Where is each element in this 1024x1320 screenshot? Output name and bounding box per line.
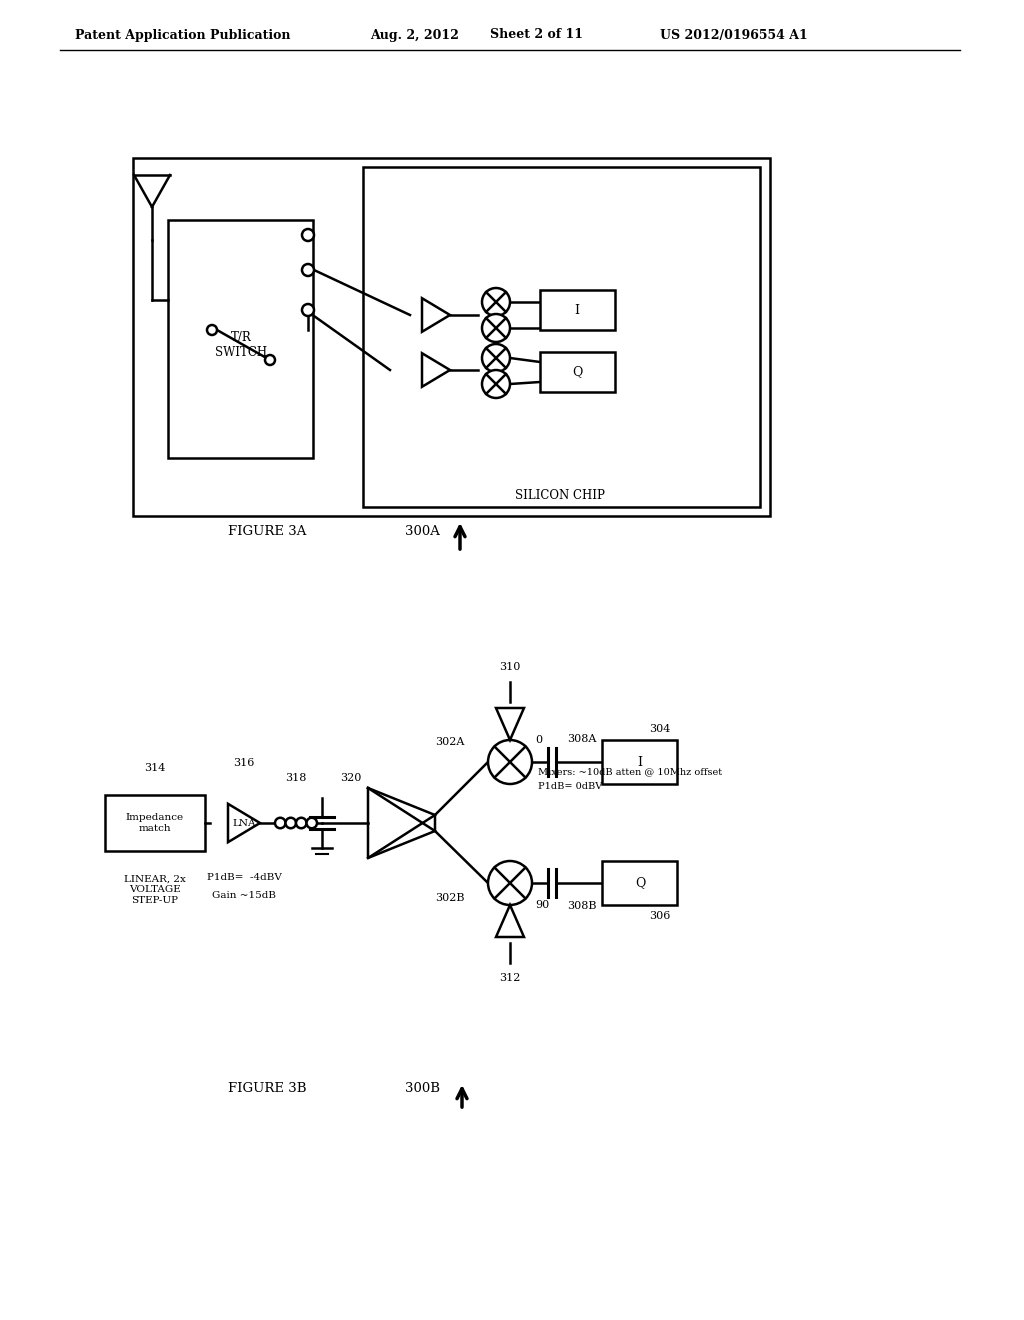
Circle shape xyxy=(275,818,286,828)
Circle shape xyxy=(286,818,296,828)
Text: SILICON CHIP: SILICON CHIP xyxy=(515,488,605,502)
Text: 308A: 308A xyxy=(567,734,596,744)
Text: 306: 306 xyxy=(649,911,671,921)
Text: 304: 304 xyxy=(649,723,671,734)
Text: Mixers: ~10dB atten @ 10Mhz offset: Mixers: ~10dB atten @ 10Mhz offset xyxy=(538,767,722,776)
Bar xyxy=(133,158,770,516)
Circle shape xyxy=(302,228,314,242)
Circle shape xyxy=(265,355,275,366)
Circle shape xyxy=(306,818,317,828)
Text: Q: Q xyxy=(635,876,645,890)
Bar xyxy=(168,220,313,458)
Text: 302B: 302B xyxy=(435,894,465,903)
Circle shape xyxy=(302,304,314,315)
Circle shape xyxy=(207,325,217,335)
Circle shape xyxy=(302,264,314,276)
Circle shape xyxy=(488,741,532,784)
Text: I: I xyxy=(574,304,580,317)
Text: Sheet 2 of 11: Sheet 2 of 11 xyxy=(490,29,583,41)
Text: 320: 320 xyxy=(340,774,361,783)
Text: 314: 314 xyxy=(144,763,166,774)
Bar xyxy=(540,352,615,392)
Circle shape xyxy=(482,314,510,342)
Bar xyxy=(105,795,205,851)
Text: LINEAR, 2x
VOLTAGE
STEP-UP: LINEAR, 2x VOLTAGE STEP-UP xyxy=(124,875,186,904)
Text: 312: 312 xyxy=(500,973,520,983)
Text: 300B: 300B xyxy=(406,1082,440,1096)
Text: I: I xyxy=(638,755,642,768)
Text: 316: 316 xyxy=(233,758,255,768)
Bar xyxy=(602,861,677,906)
Polygon shape xyxy=(496,708,524,741)
Text: P1dB=  -4dBV: P1dB= -4dBV xyxy=(207,873,282,882)
Text: US 2012/0196554 A1: US 2012/0196554 A1 xyxy=(660,29,808,41)
Circle shape xyxy=(482,345,510,372)
Text: LNA: LNA xyxy=(232,818,256,828)
Text: 302A: 302A xyxy=(435,737,465,747)
Text: 90: 90 xyxy=(535,900,549,909)
Circle shape xyxy=(296,818,306,828)
Bar xyxy=(362,168,760,507)
Polygon shape xyxy=(228,804,260,842)
Bar xyxy=(602,741,677,784)
Text: FIGURE 3A: FIGURE 3A xyxy=(228,525,306,539)
Text: Gain ~15dB: Gain ~15dB xyxy=(212,891,276,900)
Text: Q: Q xyxy=(571,366,583,379)
Text: Impedance
match: Impedance match xyxy=(126,813,184,833)
Polygon shape xyxy=(496,906,524,937)
Text: Aug. 2, 2012: Aug. 2, 2012 xyxy=(370,29,459,41)
Text: 308B: 308B xyxy=(567,902,597,911)
Circle shape xyxy=(482,370,510,399)
Text: 0: 0 xyxy=(535,735,542,744)
Text: FIGURE 3B: FIGURE 3B xyxy=(228,1082,306,1096)
Text: 310: 310 xyxy=(500,663,520,672)
Text: T/R
SWITCH: T/R SWITCH xyxy=(215,331,267,359)
Text: 300A: 300A xyxy=(406,525,440,539)
Circle shape xyxy=(488,861,532,906)
Text: 318: 318 xyxy=(286,774,306,783)
Polygon shape xyxy=(422,298,450,331)
Text: Patent Application Publication: Patent Application Publication xyxy=(75,29,291,41)
Circle shape xyxy=(482,288,510,315)
Bar xyxy=(540,290,615,330)
Text: P1dB= 0dBV: P1dB= 0dBV xyxy=(538,781,602,791)
Polygon shape xyxy=(422,354,450,387)
